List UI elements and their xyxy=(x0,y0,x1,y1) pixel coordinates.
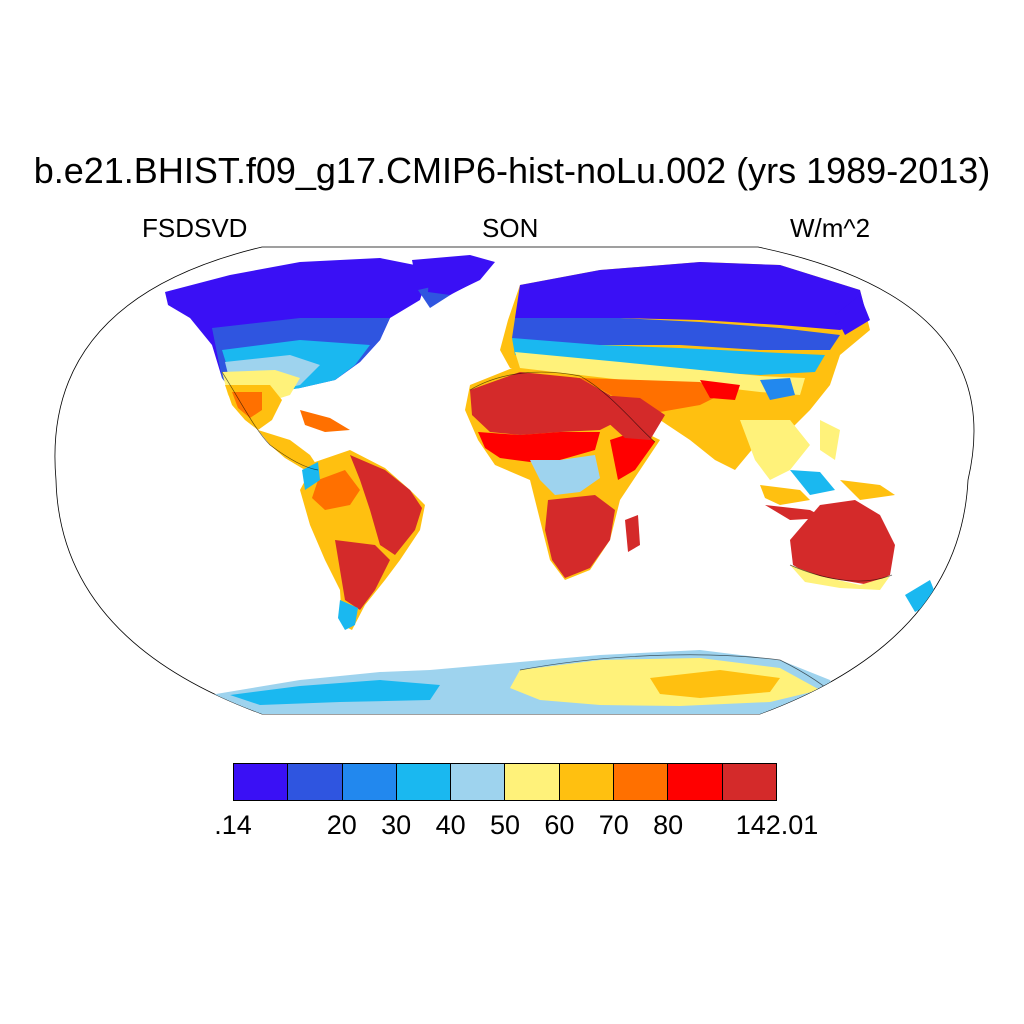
colorbar-tick-label: 60 xyxy=(544,810,575,840)
colorbar-swatch-9 xyxy=(722,764,776,800)
colorbar-swatch-7 xyxy=(614,764,669,800)
colorbar-tick-label: 80 xyxy=(653,810,684,840)
southeast-asia-islands xyxy=(760,470,895,520)
colorbar-swatch-2 xyxy=(342,764,397,800)
north-america xyxy=(165,255,495,470)
colorbar-tick-label: 20 xyxy=(326,810,357,840)
season-label: SON xyxy=(482,213,539,243)
eurasia xyxy=(500,262,870,480)
colorbar-swatch-5 xyxy=(505,764,560,800)
colorbar-tick-label: 30 xyxy=(381,810,412,840)
variable-label: FSDSVD xyxy=(142,213,248,243)
colorbar-swatch-8 xyxy=(668,764,723,800)
plot-title: b.e21.BHIST.f09_g17.CMIP6-hist-noLu.002 … xyxy=(33,150,991,191)
colorbar-swatch-6 xyxy=(559,764,615,800)
antarctica xyxy=(210,650,840,714)
colorbar-tick-label: 70 xyxy=(598,810,629,840)
south-america xyxy=(300,450,425,630)
colorbar-swatch-4 xyxy=(451,764,506,800)
units-label: W/m^2 xyxy=(790,213,871,243)
colorbar-swatch-3 xyxy=(396,764,452,800)
colorbar-tick-label: 50 xyxy=(489,810,521,840)
colorbar-tick-label: 40 xyxy=(435,810,466,840)
colorbar-tick-label: .14 xyxy=(214,810,252,840)
colorbar-tick-label: 142.01 xyxy=(735,810,819,840)
colorbar-swatch-1 xyxy=(288,764,343,800)
colorbar xyxy=(233,763,777,801)
colorbar-swatch-0 xyxy=(234,764,289,800)
greenland xyxy=(428,258,490,295)
